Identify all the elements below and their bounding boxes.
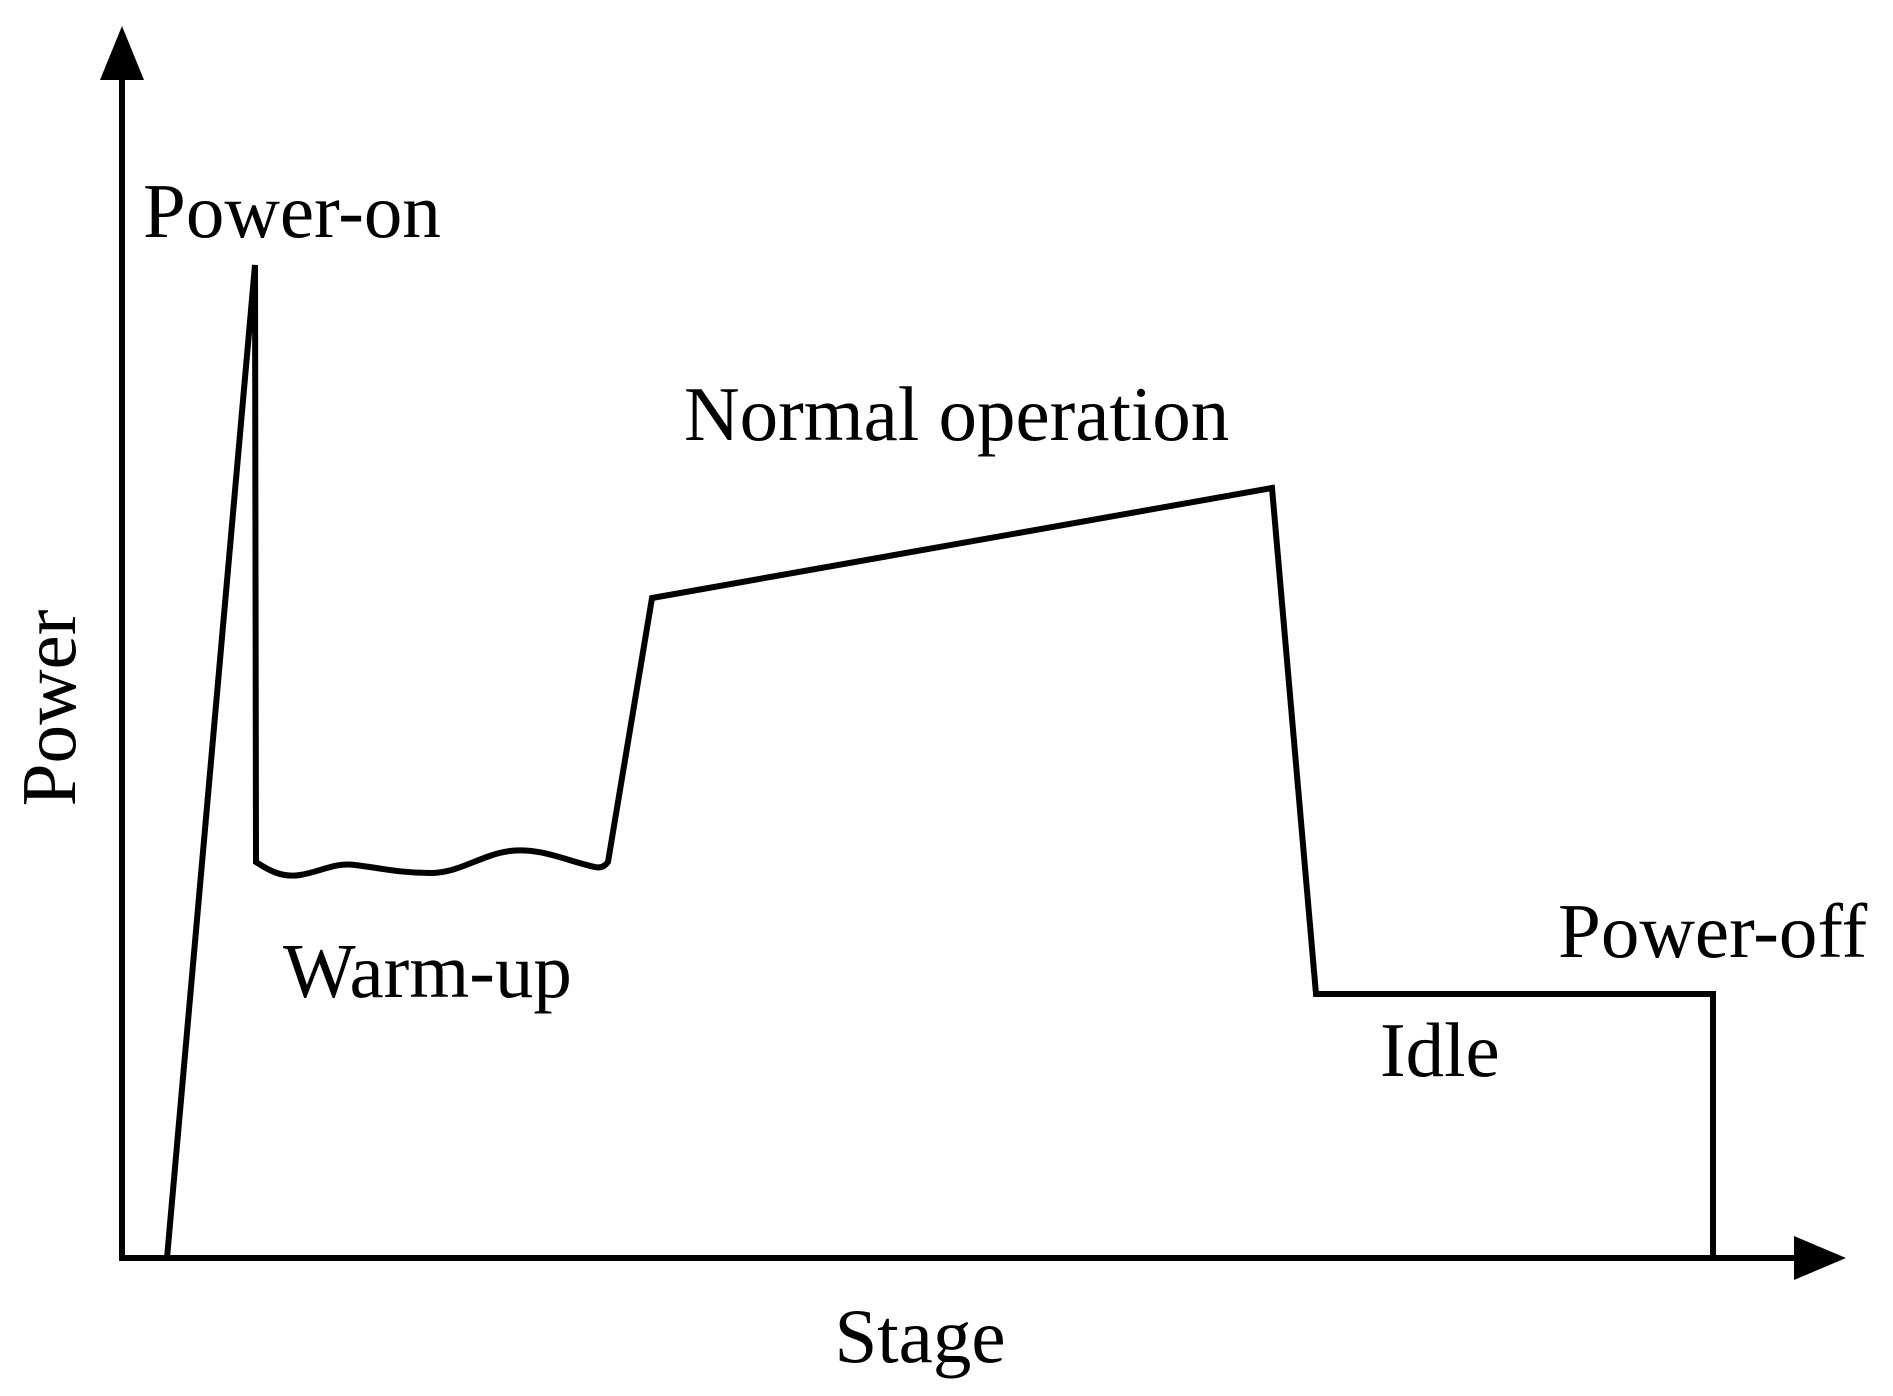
stage-label-power-on: Power-on <box>143 168 441 254</box>
stage-label-idle: Idle <box>1380 1007 1500 1093</box>
y-axis-arrowhead <box>100 26 144 80</box>
x-axis-label: Stage <box>834 1293 1005 1379</box>
x-axis-arrowhead <box>1794 1236 1846 1280</box>
y-axis-label: Power <box>6 610 92 807</box>
stage-label-normal-operation: Normal operation <box>684 371 1229 457</box>
power-profile-curve <box>164 264 1716 1259</box>
stage-label-warm-up: Warm-up <box>283 928 572 1014</box>
stage-label-power-off: Power-off <box>1558 888 1868 974</box>
